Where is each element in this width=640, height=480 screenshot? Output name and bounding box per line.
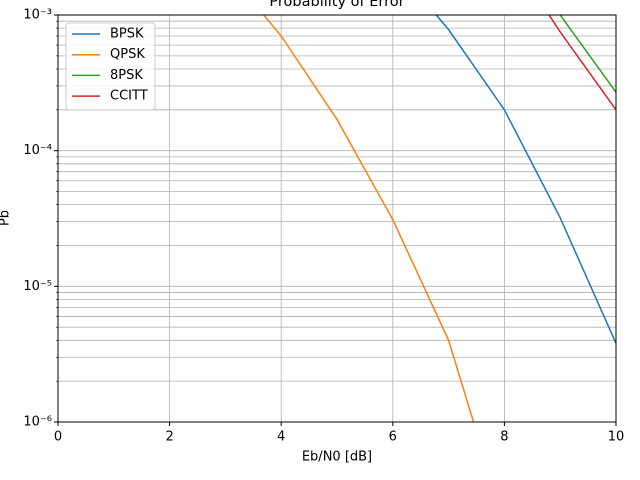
- legend-label: CCITT: [110, 89, 148, 104]
- x-tick-label: 8: [500, 430, 508, 445]
- x-tick-label: 2: [165, 430, 173, 445]
- y-tick-label: 10⁻³: [23, 8, 52, 23]
- legend-label: QPSK: [110, 47, 145, 62]
- x-tick-label: 0: [54, 430, 62, 445]
- legend-label: 8PSK: [110, 68, 143, 83]
- y-axis-label: Pb: [0, 210, 13, 226]
- plot-area: [262, 15, 616, 422]
- legend-label: BPSK: [110, 27, 144, 42]
- x-tick-label: 6: [389, 430, 397, 445]
- series-line: [548, 15, 616, 111]
- x-axis-label: Eb/N0 [dB]: [302, 450, 372, 465]
- ticks: 0 2 4 6 8 10 10⁻⁶ 10⁻⁵ 10⁻⁴ 10⁻³: [23, 8, 624, 445]
- series-line: [559, 15, 616, 93]
- y-tick-label: 10⁻⁵: [23, 279, 52, 294]
- x-tick-label: 4: [277, 430, 285, 445]
- y-tick-label: 10⁻⁴: [23, 143, 52, 158]
- legend-box: [65, 22, 156, 111]
- series-line: [262, 15, 475, 422]
- grid: [57, 14, 617, 423]
- y-tick-label: 10⁻⁶: [23, 415, 52, 430]
- x-tick-label: 10: [608, 430, 625, 445]
- legend: BPSK QPSK 8PSK CCITT: [65, 22, 156, 111]
- series-line: [435, 15, 616, 344]
- axes-frame: [57, 14, 617, 423]
- chart-title: Probability of Error: [269, 0, 404, 10]
